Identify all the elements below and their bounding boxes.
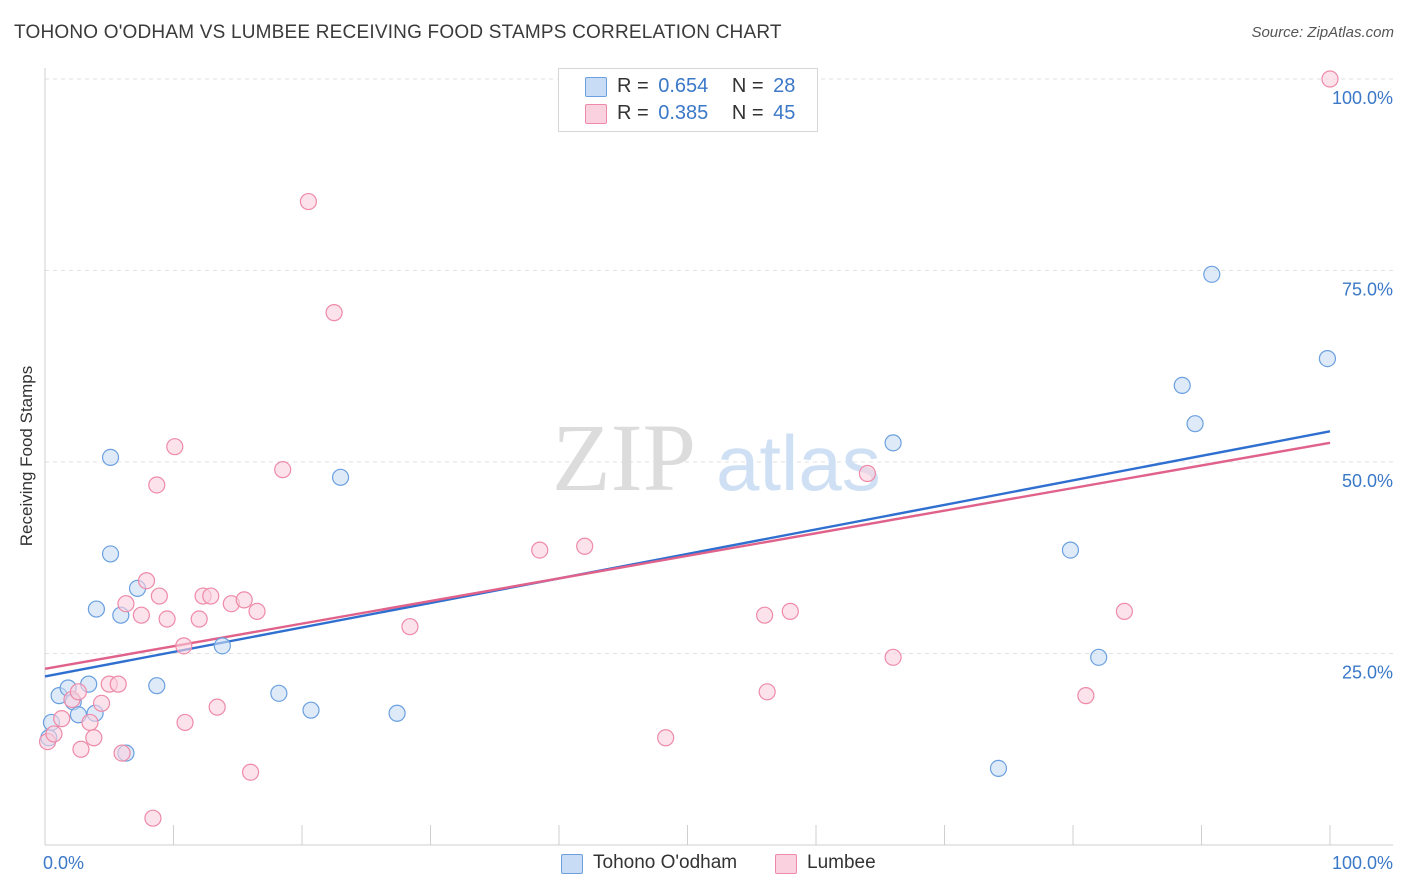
data-point-tohono <box>989 759 1008 778</box>
data-point-lumbee <box>72 740 90 758</box>
data-point-lumbee <box>781 602 799 620</box>
watermark-zip: ZIP <box>552 404 696 511</box>
legend-r-value: 0.654 <box>658 75 709 97</box>
data-point-lumbee <box>176 713 194 732</box>
y-tick-label: 25.0% <box>1342 663 1393 683</box>
watermark: ZIP atlas <box>552 404 881 511</box>
data-point-tohono <box>101 545 120 563</box>
chart-title: TOHONO O'ODHAM VS LUMBEE RECEIVING FOOD … <box>14 22 782 43</box>
watermark-atlas: atlas <box>716 419 881 507</box>
data-point-lumbee <box>85 729 103 747</box>
data-point-lumbee <box>132 606 150 624</box>
data-point-tohono <box>388 704 406 722</box>
trend-lines <box>44 430 1331 678</box>
data-point-lumbee <box>1115 602 1134 620</box>
data-point-lumbee <box>858 464 877 483</box>
y-tick-label: 75.0% <box>1342 280 1393 300</box>
data-point-lumbee <box>148 476 166 494</box>
bottom-legend-swatch-tohono <box>561 854 583 874</box>
bottom-legend-swatch-lumbee <box>775 854 797 874</box>
data-point-lumbee <box>202 587 220 605</box>
data-point-lumbee <box>325 304 343 322</box>
correlation-legend: R = 0.654 N = 28 R = 0.385 N = 45 <box>558 68 818 132</box>
tick-labels: 25.0% 50.0% 75.0% 100.0% 0.0% 100.0% <box>43 88 1393 873</box>
data-point-tohono <box>1318 349 1337 368</box>
legend-n-label: N = <box>731 75 764 97</box>
data-point-tohono <box>148 677 166 695</box>
legend-n-value: 45 <box>773 102 796 124</box>
data-points <box>38 70 1339 827</box>
y-tick-label: 50.0% <box>1342 471 1393 491</box>
axes <box>44 68 1393 846</box>
data-point-lumbee <box>299 192 318 211</box>
data-point-tohono <box>302 701 320 719</box>
data-point-lumbee <box>208 698 226 716</box>
data-point-lumbee <box>190 610 208 628</box>
data-point-lumbee <box>1077 687 1095 705</box>
data-point-lumbee <box>235 591 253 609</box>
legend-r-label: R = <box>617 75 649 97</box>
data-point-tohono <box>213 637 231 655</box>
data-point-lumbee <box>137 572 156 590</box>
data-point-lumbee <box>81 713 99 732</box>
data-point-tohono <box>101 448 120 467</box>
data-point-tohono <box>270 684 288 702</box>
data-point-tohono <box>331 468 350 486</box>
y-axis-label: Receiving Food Stamps <box>17 365 36 547</box>
data-point-lumbee <box>576 537 594 555</box>
data-point-tohono <box>1173 376 1191 394</box>
data-point-lumbee <box>248 602 266 620</box>
x-tick-label: 0.0% <box>43 853 84 873</box>
data-point-tohono <box>1186 415 1204 433</box>
legend-n-value: 28 <box>773 75 796 97</box>
data-point-lumbee <box>755 606 774 624</box>
data-point-lumbee <box>158 610 176 628</box>
data-point-lumbee <box>884 648 902 666</box>
bottom-legend-label-tohono: Tohono O'odham <box>593 852 738 873</box>
source-label: Source: ZipAtlas.com <box>1251 24 1394 41</box>
data-point-lumbee <box>53 710 71 728</box>
data-point-lumbee <box>109 675 127 693</box>
data-point-lumbee <box>150 587 168 605</box>
data-point-lumbee <box>69 683 88 701</box>
data-point-lumbee <box>758 683 776 701</box>
data-point-lumbee <box>113 744 131 762</box>
data-point-lumbee <box>242 763 260 781</box>
legend-r-label: R = <box>617 102 649 124</box>
trend-line-tohono <box>44 430 1331 678</box>
data-point-lumbee <box>117 595 135 613</box>
data-point-lumbee <box>166 438 184 456</box>
data-point-tohono <box>884 434 902 452</box>
trend-line-lumbee <box>44 441 1331 671</box>
data-point-tohono <box>87 600 106 618</box>
data-point-lumbee <box>144 809 162 827</box>
legend-swatch-tohono <box>585 77 607 97</box>
x-tick-label: 100.0% <box>1332 853 1393 873</box>
data-point-tohono <box>1090 648 1108 666</box>
legend-r-value: 0.385 <box>658 102 709 124</box>
bottom-legend-label-lumbee: Lumbee <box>807 852 876 873</box>
data-point-lumbee <box>274 461 292 479</box>
y-tick-label: 100.0% <box>1332 88 1393 108</box>
data-point-lumbee <box>92 694 111 712</box>
data-point-lumbee <box>401 618 419 636</box>
legend-swatch-lumbee <box>585 104 607 124</box>
data-point-lumbee <box>45 725 63 743</box>
data-point-lumbee <box>175 637 193 655</box>
data-point-lumbee <box>531 541 549 559</box>
data-point-lumbee <box>1321 70 1339 88</box>
grid-lines <box>45 78 1393 654</box>
data-point-lumbee <box>657 729 675 747</box>
data-point-tohono <box>1061 541 1080 559</box>
data-point-tohono <box>1203 265 1221 283</box>
legend-n-label: N = <box>731 102 764 124</box>
